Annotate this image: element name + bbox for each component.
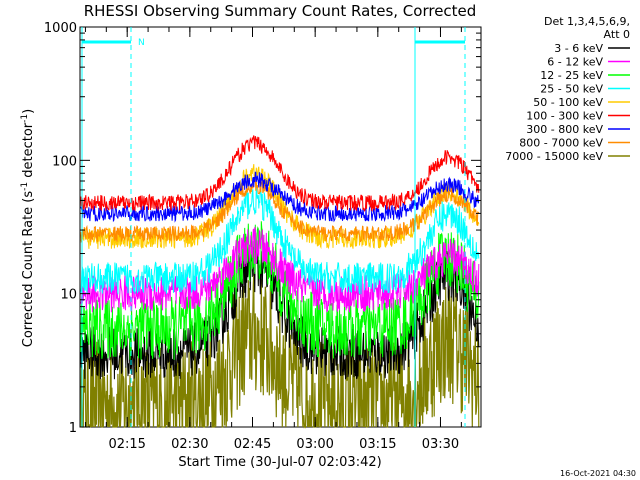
- x-tick-label: 03:15: [359, 437, 396, 452]
- legend-label-3: 25 - 50 keV: [540, 83, 603, 96]
- legend-label-6: 300 - 800 keV: [526, 123, 603, 136]
- legend-label-7: 800 - 7000 keV: [519, 137, 603, 150]
- series-3: [80, 185, 480, 295]
- legend-label-0: 3 - 6 keV: [554, 42, 603, 55]
- series-7: [80, 176, 480, 243]
- y-axis-label-end: ): [21, 109, 36, 114]
- x-tick-label: 03:00: [296, 437, 333, 452]
- y-axis-label-exp1: -1: [20, 182, 30, 191]
- y-axis-label-mid: detector: [21, 122, 36, 182]
- legend-label-4: 50 - 100 keV: [533, 96, 603, 109]
- series-line-2: [80, 221, 480, 360]
- legend-label-5: 100 - 300 keV: [526, 110, 603, 123]
- y-axis-label-exp2: -1: [20, 114, 30, 123]
- legend-label-8: 7000 - 15000 keV: [505, 150, 603, 163]
- series-line-6: [80, 171, 480, 223]
- marker-label: N: [138, 38, 145, 48]
- y-tick-labels: 1 10 100 1000: [44, 21, 77, 436]
- x-tick-label: 02:30: [171, 437, 208, 452]
- legend-header-line2: Att 0: [604, 28, 630, 41]
- footer-timestamp: 16-Oct-2021 04:30: [560, 469, 636, 478]
- x-tick-label: 03:30: [422, 437, 459, 452]
- series-line-3: [80, 185, 480, 295]
- x-tick-labels: 02:15 02:30 02:45 03:00 03:15 03:30: [108, 437, 459, 452]
- legend-header-line1: Det 1,3,4,5,6,9,: [544, 15, 630, 28]
- x-tick-label: 02:15: [108, 437, 145, 452]
- plot-frame: [79, 26, 482, 428]
- marker-layer: N: [81, 27, 466, 427]
- series-layer: [80, 135, 480, 429]
- series-6: [80, 171, 480, 223]
- legend-label-2: 12 - 25 keV: [540, 69, 603, 82]
- legend-label-1: 6 - 12 keV: [547, 56, 603, 69]
- y-tick-label: 100: [52, 154, 77, 169]
- series-line-1: [80, 226, 480, 313]
- x-axis-label: Start Time (30-Jul-07 02:03:42): [178, 455, 381, 470]
- tick-layer: [80, 27, 481, 428]
- series-5: [80, 135, 480, 212]
- chart-title: RHESSI Observing Summary Count Rates, Co…: [84, 2, 477, 20]
- x-tick-label: 02:45: [234, 437, 271, 452]
- series-line-5: [80, 135, 480, 212]
- y-tick-label: 1000: [44, 21, 77, 36]
- series-2: [80, 221, 480, 360]
- y-axis-label: Corrected Count Rate (s-1 detector-1): [20, 109, 36, 347]
- y-tick-label: 10: [60, 288, 77, 303]
- series-1: [80, 226, 480, 313]
- series-line-7: [80, 176, 480, 243]
- y-axis-label-main: Corrected Count Rate (s: [21, 191, 36, 348]
- y-tick-label: 1: [69, 421, 77, 436]
